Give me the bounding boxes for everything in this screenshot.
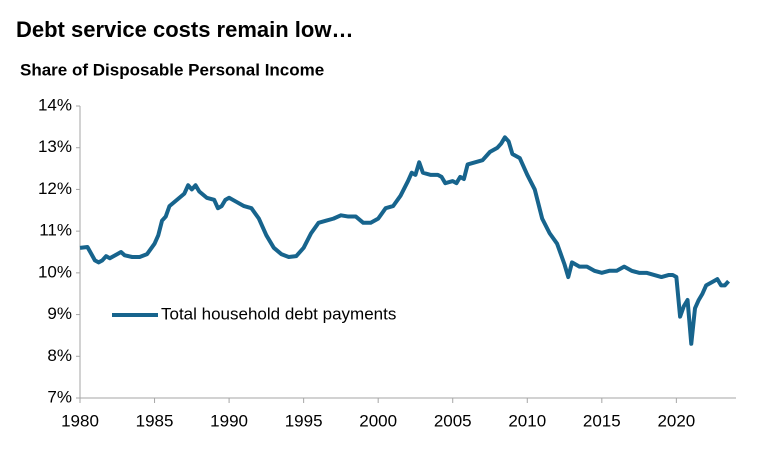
chart-title: Debt service costs remain low… — [16, 17, 353, 42]
x-tick-label: 2000 — [359, 411, 397, 430]
x-tick-label: 1990 — [210, 411, 248, 430]
x-tick-label: 1980 — [61, 411, 99, 430]
x-tick-label: 1995 — [285, 411, 323, 430]
x-tick-label: 2010 — [508, 411, 546, 430]
y-tick-label: 10% — [38, 262, 72, 281]
legend-label: Total household debt payments — [161, 304, 396, 323]
data-line — [79, 135, 731, 346]
x-tick-label: 2015 — [583, 411, 621, 430]
y-tick-label: 7% — [47, 387, 72, 406]
y-tick-label: 12% — [38, 179, 72, 198]
y-tick-label: 11% — [39, 221, 72, 240]
y-tick-label: 13% — [38, 137, 72, 156]
y-tick-label: 8% — [47, 346, 72, 365]
y-tick-label: 9% — [47, 304, 72, 323]
y-tick-label: 14% — [38, 95, 72, 114]
x-tick-label: 1985 — [136, 411, 174, 430]
x-tick-label: 2005 — [434, 411, 472, 430]
chart-subtitle: Share of Disposable Personal Income — [20, 60, 324, 79]
x-tick-label: 2020 — [657, 411, 695, 430]
